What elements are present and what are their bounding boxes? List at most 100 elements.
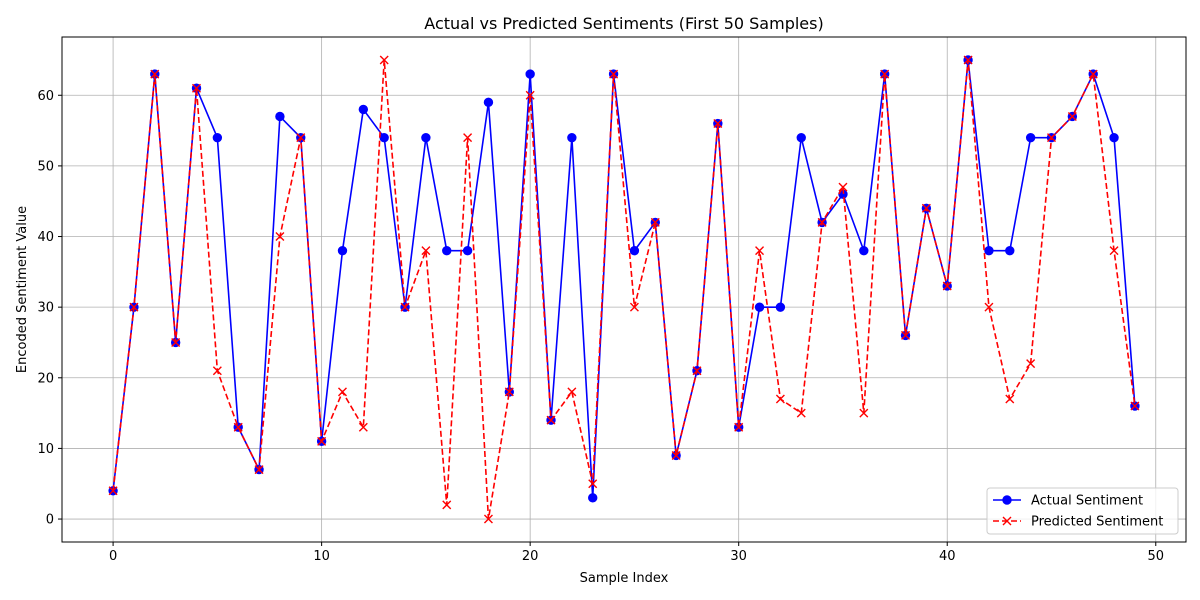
data-point (504, 387, 514, 397)
x-axis: 0 10 20 30 40 50 (109, 542, 1164, 564)
data-point (713, 119, 723, 129)
plot-frame (61, 36, 1187, 543)
data-point (796, 408, 806, 418)
data-point (629, 302, 639, 312)
data-point (942, 281, 952, 291)
data-point (734, 422, 744, 432)
data-point (1005, 245, 1015, 256)
data-point (921, 203, 931, 213)
data-point (1026, 359, 1036, 369)
series-layer (108, 55, 1140, 524)
data-point (379, 132, 389, 143)
data-point (379, 55, 389, 65)
y-tick-label: 40 (37, 230, 54, 245)
data-point (275, 111, 285, 122)
data-point (775, 302, 786, 312)
data-point (525, 69, 535, 79)
data-point (754, 302, 765, 312)
y-axis: 0 10 20 30 40 50 60 (37, 89, 62, 528)
y-tick-label: 0 (46, 513, 54, 528)
data-point (567, 132, 577, 143)
data-point (463, 133, 473, 143)
chart-title: Actual vs Predicted Sentiments (First 50… (424, 14, 823, 33)
data-point (588, 479, 598, 489)
y-tick-label: 10 (37, 442, 54, 457)
legend-entry: Predicted Sentiment (1031, 515, 1163, 530)
legend: Actual Sentiment Predicted Sentiment (986, 487, 1179, 535)
data-point (609, 69, 619, 79)
data-point (650, 217, 660, 227)
legend-marker (1002, 516, 1012, 526)
y-axis-label: Encoded Sentiment Value (15, 206, 30, 373)
x-tick-label: 10 (313, 549, 330, 564)
data-point (963, 55, 973, 65)
data-point (358, 422, 368, 432)
data-point (984, 302, 994, 312)
x-tick-label: 20 (522, 549, 539, 564)
legend-marker (1002, 495, 1012, 505)
data-point (692, 366, 702, 376)
legend-box (986, 487, 1179, 535)
data-point (817, 217, 827, 227)
data-point (901, 330, 911, 340)
data-point (1130, 401, 1140, 411)
data-point (337, 245, 348, 256)
data-point (525, 90, 535, 100)
data-point (671, 450, 681, 460)
data-point (421, 132, 431, 143)
data-point (400, 302, 410, 312)
data-point (859, 245, 869, 256)
data-point (546, 415, 556, 425)
data-point (880, 69, 890, 79)
data-point (755, 246, 765, 256)
data-point (838, 182, 848, 192)
y-tick-label: 60 (37, 89, 54, 104)
data-point (567, 387, 577, 397)
y-tick-label: 30 (37, 301, 54, 316)
legend-entry: Actual Sentiment (1031, 494, 1143, 509)
data-point (421, 246, 431, 256)
data-point (984, 245, 994, 256)
x-tick-label: 0 (109, 549, 117, 564)
data-point (337, 387, 347, 397)
data-point (442, 500, 452, 510)
y-tick-label: 20 (37, 371, 54, 386)
data-point (129, 302, 139, 312)
series-predicted (108, 55, 1140, 524)
data-point (275, 232, 285, 242)
x-tick-label: 40 (939, 549, 956, 564)
data-point (588, 493, 598, 503)
x-axis-label: Sample Index (580, 571, 669, 586)
data-point (483, 514, 493, 524)
data-point (212, 132, 223, 143)
data-point (1109, 246, 1119, 256)
data-point (254, 465, 264, 475)
data-point (317, 436, 327, 446)
data-point (150, 69, 160, 79)
data-point (171, 337, 181, 347)
data-point (442, 245, 452, 256)
data-point (212, 366, 222, 376)
data-point (1005, 394, 1015, 404)
data-point (296, 133, 306, 143)
series-line (112, 59, 1136, 520)
y-tick-label: 50 (37, 159, 54, 174)
data-point (233, 422, 243, 432)
data-point (192, 83, 201, 93)
data-point (1109, 132, 1119, 143)
data-point (629, 245, 640, 256)
data-point (108, 486, 118, 496)
data-point (462, 245, 473, 256)
data-point (1047, 133, 1056, 143)
data-point (358, 104, 369, 115)
data-point (1067, 111, 1077, 121)
x-tick-label: 30 (730, 549, 747, 564)
data-point (775, 394, 785, 404)
data-point (859, 408, 869, 418)
x-tick-label: 50 (1147, 549, 1164, 564)
data-point (796, 132, 806, 143)
data-point (483, 97, 494, 108)
data-point (1025, 132, 1036, 143)
data-point (1088, 69, 1098, 79)
